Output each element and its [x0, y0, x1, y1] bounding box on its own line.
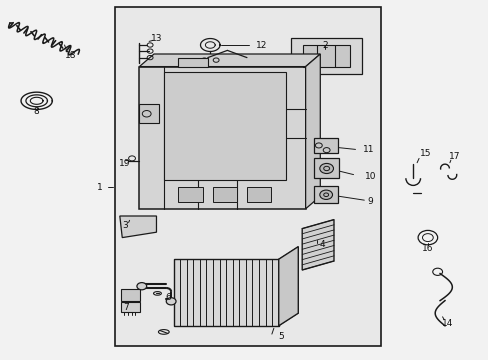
Text: 2: 2	[322, 41, 327, 50]
Text: 9: 9	[367, 197, 373, 206]
Polygon shape	[139, 54, 320, 67]
Text: 14: 14	[441, 320, 452, 328]
Bar	[173, 259, 278, 326]
Bar	[303, 45, 349, 67]
Text: 19: 19	[119, 159, 130, 168]
Circle shape	[319, 190, 332, 199]
Bar	[139, 104, 159, 123]
Text: 12: 12	[255, 41, 267, 50]
Bar	[121, 289, 140, 301]
Bar	[314, 138, 337, 153]
Bar	[178, 58, 207, 67]
Text: 13: 13	[150, 35, 162, 44]
Bar	[115, 7, 381, 346]
Polygon shape	[278, 247, 298, 326]
Text: 4: 4	[319, 240, 325, 249]
Bar	[212, 187, 237, 202]
Bar	[178, 187, 203, 202]
Text: 10: 10	[364, 172, 376, 181]
Text: 16: 16	[421, 244, 433, 253]
Circle shape	[137, 283, 146, 290]
Polygon shape	[305, 54, 320, 209]
Text: 17: 17	[448, 152, 460, 161]
Text: 11: 11	[363, 145, 374, 154]
Bar	[121, 302, 140, 312]
Text: 5: 5	[278, 332, 284, 341]
Polygon shape	[302, 220, 333, 270]
Text: 3: 3	[122, 220, 127, 230]
Text: 1: 1	[97, 183, 103, 192]
Text: 7: 7	[123, 303, 129, 312]
Text: 18: 18	[65, 51, 77, 60]
Circle shape	[319, 163, 333, 174]
Bar	[139, 67, 305, 209]
Circle shape	[166, 298, 176, 305]
Text: 8: 8	[34, 107, 40, 116]
Bar	[314, 158, 338, 178]
Bar	[290, 38, 361, 74]
Bar	[314, 186, 337, 203]
Bar	[246, 187, 271, 202]
Polygon shape	[120, 216, 156, 238]
Text: 6: 6	[165, 292, 171, 302]
Bar	[163, 72, 285, 180]
Text: 15: 15	[419, 149, 430, 158]
